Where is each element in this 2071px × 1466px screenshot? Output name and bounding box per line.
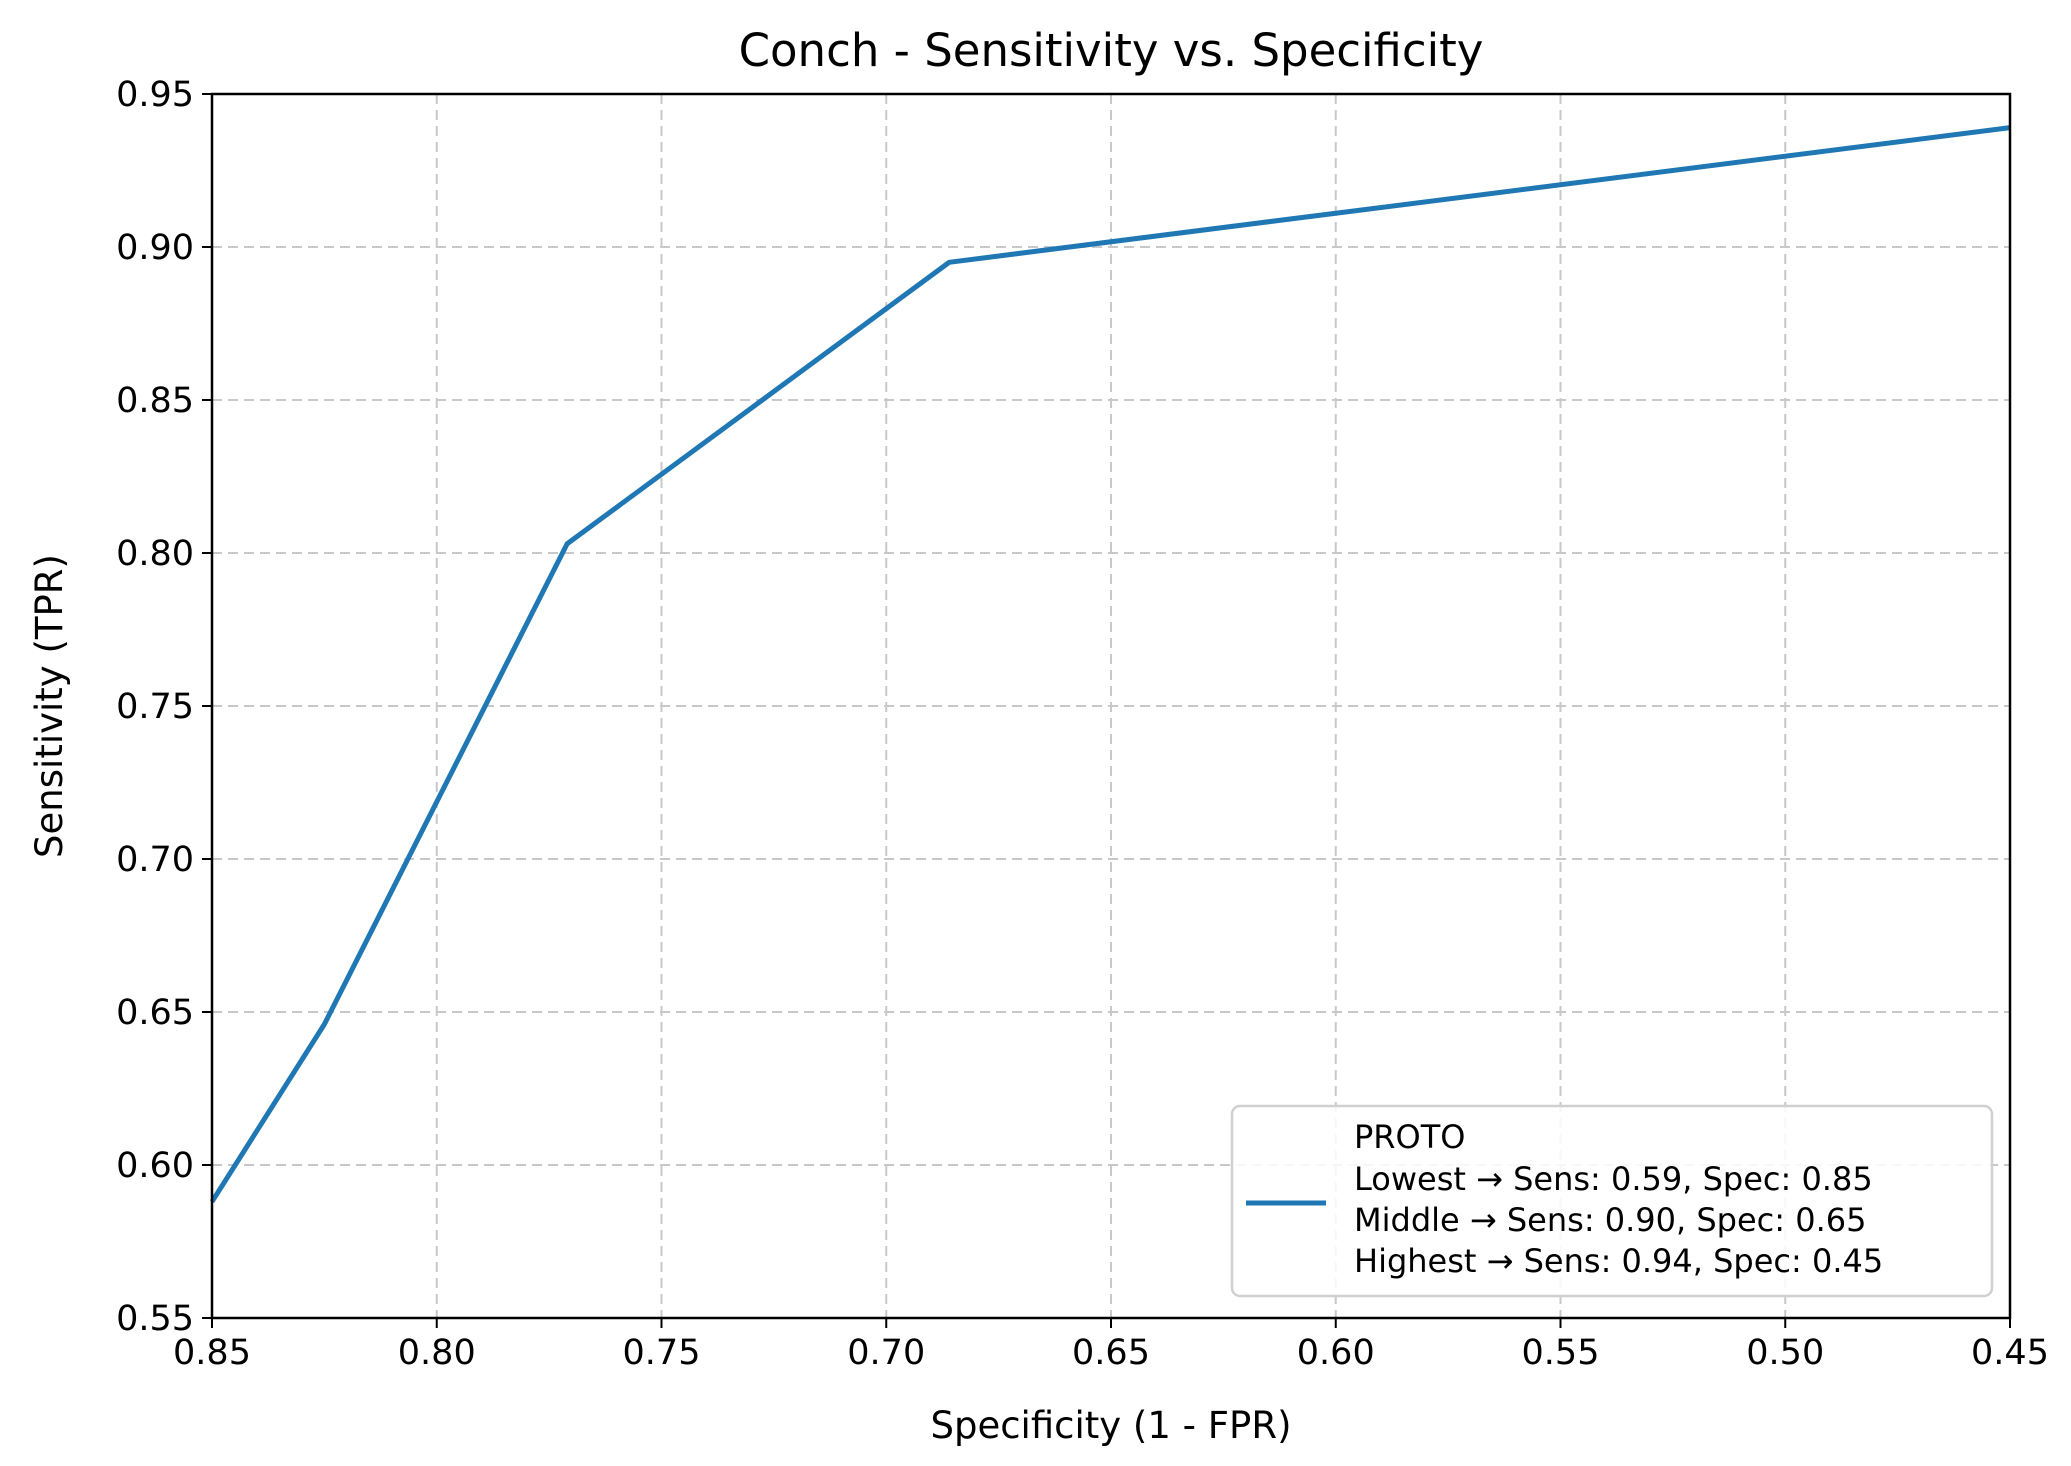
x-tick-label: 0.65: [1072, 1333, 1150, 1373]
legend-lowest: Lowest → Sens: 0.59, Spec: 0.85: [1354, 1160, 1873, 1198]
x-tick-label: 0.75: [623, 1333, 701, 1373]
grid-layer: [212, 94, 2010, 1318]
legend-highest: Highest → Sens: 0.94, Spec: 0.45: [1354, 1242, 1883, 1280]
x-tick-label: 0.45: [1971, 1333, 2049, 1373]
x-axis-label: Specificity (1 - FPR): [930, 1404, 1291, 1447]
x-tick-label: 0.60: [1297, 1333, 1375, 1373]
legend-box: [1230, 1104, 1994, 1298]
y-tick-label: 0.75: [116, 687, 194, 727]
x-tick-label: 0.50: [1746, 1333, 1824, 1373]
series-layer: [209, 125, 2011, 1204]
y-tick-label: 0.65: [116, 993, 194, 1033]
legend-series-name: PROTO: [1354, 1118, 1465, 1156]
x-tick-label: 0.85: [173, 1333, 251, 1373]
series-line-proto: [209, 125, 2011, 1204]
y-tick-label: 0.55: [116, 1299, 194, 1339]
legend-middle: Middle → Sens: 0.90, Spec: 0.65: [1354, 1201, 1866, 1239]
chart-title: Conch - Sensitivity vs. Specificity: [739, 24, 1484, 77]
y-tick-label: 0.80: [116, 534, 194, 574]
x-tick-label: 0.70: [847, 1333, 925, 1373]
y-tick-label: 0.90: [116, 228, 194, 268]
y-tick-label: 0.60: [116, 1146, 194, 1186]
y-axis-label: Sensitivity (TPR): [28, 554, 71, 858]
x-tick-label: 0.80: [398, 1333, 476, 1373]
ticks-layer: 0.85 0.80 0.75 0.70 0.65 0.60 0.55 0.50 0.45 0.55…: [116, 75, 2049, 1373]
y-tick-label: 0.85: [116, 381, 194, 421]
y-tick-label: 0.95: [116, 75, 194, 115]
legend: PROTO Lowest → Sens: 0.59, Spec: 0.85 Mi…: [1230, 1104, 1994, 1298]
y-tick-label: 0.70: [116, 840, 194, 880]
x-tick-label: 0.55: [1522, 1333, 1600, 1373]
